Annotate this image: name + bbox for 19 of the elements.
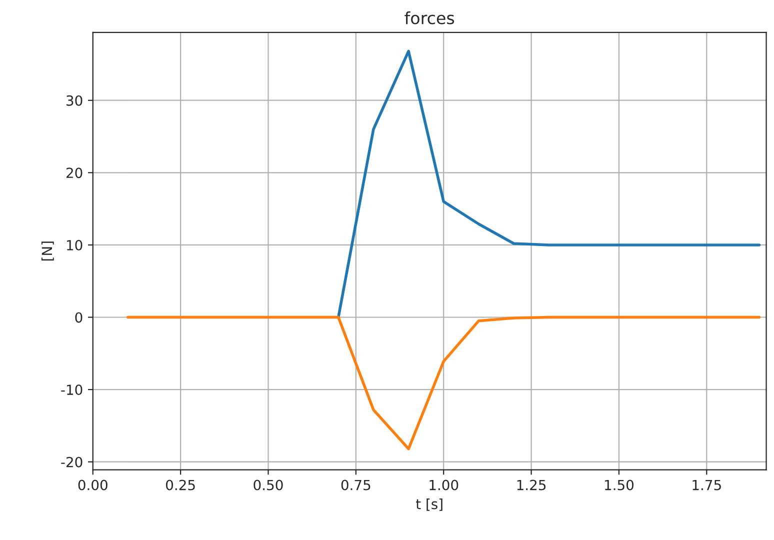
y-tick-label: -20 [61, 456, 82, 468]
x-tick-label: 0.25 [166, 480, 195, 490]
line-series [336, 50, 761, 319]
x-tick-label: 1.00 [430, 480, 458, 490]
line-series [126, 316, 761, 450]
y-tick-label: 20 [66, 168, 82, 178]
x-tick-label: 1.75 [692, 480, 721, 490]
x-tick-label: 0.75 [341, 480, 370, 490]
y-tick-label: -10 [61, 384, 82, 396]
y-axis-title: [N] [41, 242, 54, 261]
y-tick-label: 30 [66, 95, 82, 106]
x-tick-label: 0.50 [254, 480, 283, 490]
x-tick-label: 1.25 [517, 480, 546, 490]
x-tick-label: 1.50 [605, 480, 634, 490]
chart-title: forces [404, 11, 454, 24]
x-tick-label: 0.00 [78, 480, 108, 490]
y-tick-label: 0 [75, 312, 82, 323]
x-axis-title: t [s] [416, 498, 442, 511]
y-tick-label: 10 [67, 240, 82, 250]
